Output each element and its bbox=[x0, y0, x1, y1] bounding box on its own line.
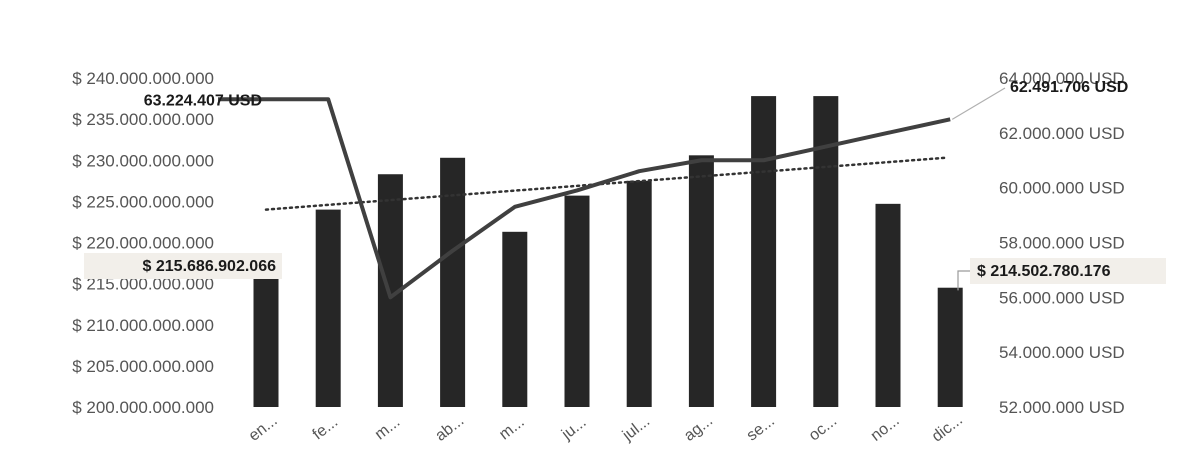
right-tick-label: 62.000.000 USD bbox=[999, 124, 1125, 143]
category-label: m... bbox=[496, 414, 527, 444]
category-label: m... bbox=[372, 414, 403, 444]
bar bbox=[502, 231, 528, 407]
left-tick-label: $ 200.000.000.000 bbox=[72, 398, 214, 417]
right-tick-label: 56.000.000 USD bbox=[999, 288, 1125, 307]
line-path bbox=[218, 97, 951, 300]
left-tick-label: $ 220.000.000.000 bbox=[72, 234, 214, 253]
trend-line bbox=[264, 156, 947, 211]
data-callouts: 63.224.407 USD 62.491.706 USD $ 215.686.… bbox=[84, 79, 1166, 291]
bar-last-label-box bbox=[970, 258, 1166, 284]
bar bbox=[440, 157, 466, 407]
left-tick-label: $ 230.000.000.000 bbox=[72, 151, 214, 170]
bar-first-label: $ 215.686.902.066 bbox=[143, 258, 277, 275]
category-label: no... bbox=[868, 412, 903, 445]
category-label: dic... bbox=[929, 411, 966, 445]
callout-leader-line-last bbox=[951, 87, 1006, 120]
bar bbox=[751, 96, 777, 407]
category-label: jul... bbox=[619, 413, 653, 445]
category-label: se... bbox=[744, 412, 778, 444]
left-tick-label: $ 205.000.000.000 bbox=[72, 357, 214, 376]
left-tick-label: $ 225.000.000.000 bbox=[72, 192, 214, 211]
bar-last-label: $ 214.502.780.176 bbox=[977, 263, 1111, 280]
callout-leader-bar-last bbox=[957, 270, 970, 291]
left-tick-label: $ 210.000.000.000 bbox=[72, 316, 214, 335]
category-axis: en... fe... m... ab... m... ju... jul... ag... s… bbox=[246, 411, 966, 445]
right-tick-label: 58.000.000 USD bbox=[999, 234, 1125, 253]
bar bbox=[688, 155, 714, 407]
line-series bbox=[218, 97, 951, 300]
bar bbox=[626, 180, 652, 407]
right-tick-label: 54.000.000 USD bbox=[999, 343, 1125, 362]
bar bbox=[253, 277, 279, 407]
right-tick-label: 64.000.000 USD bbox=[999, 69, 1125, 88]
category-label: ju... bbox=[558, 414, 590, 444]
category-label: ab... bbox=[432, 412, 467, 445]
right-tick-label: 60.000.000 USD bbox=[999, 179, 1125, 198]
right-tick-label: 52.000.000 USD bbox=[999, 398, 1125, 417]
trendline-segment bbox=[264, 156, 947, 211]
bar bbox=[564, 195, 590, 407]
right-axis: 52.000.000 USD 54.000.000 USD 56.000.000 U… bbox=[999, 69, 1125, 417]
category-label: ag... bbox=[681, 412, 716, 445]
category-label: oc... bbox=[806, 412, 840, 444]
left-tick-label: $ 215.000.000.000 bbox=[72, 275, 214, 294]
line-last-label: 62.491.706 USD bbox=[1010, 79, 1128, 96]
category-label: fe... bbox=[310, 414, 341, 444]
left-tick-label: $ 235.000.000.000 bbox=[72, 110, 214, 129]
line-first-label: 63.224.407 USD bbox=[144, 92, 262, 109]
bar bbox=[937, 287, 963, 407]
bar-first-label-box bbox=[84, 253, 282, 279]
category-label: en... bbox=[246, 412, 281, 445]
bar bbox=[875, 203, 901, 407]
bar bbox=[315, 209, 341, 407]
left-axis: $ 200.000.000.000 $ 205.000.000.000 $ 210.… bbox=[72, 69, 214, 417]
left-tick-label: $ 240.000.000.000 bbox=[72, 69, 214, 88]
bar-series bbox=[253, 96, 963, 407]
